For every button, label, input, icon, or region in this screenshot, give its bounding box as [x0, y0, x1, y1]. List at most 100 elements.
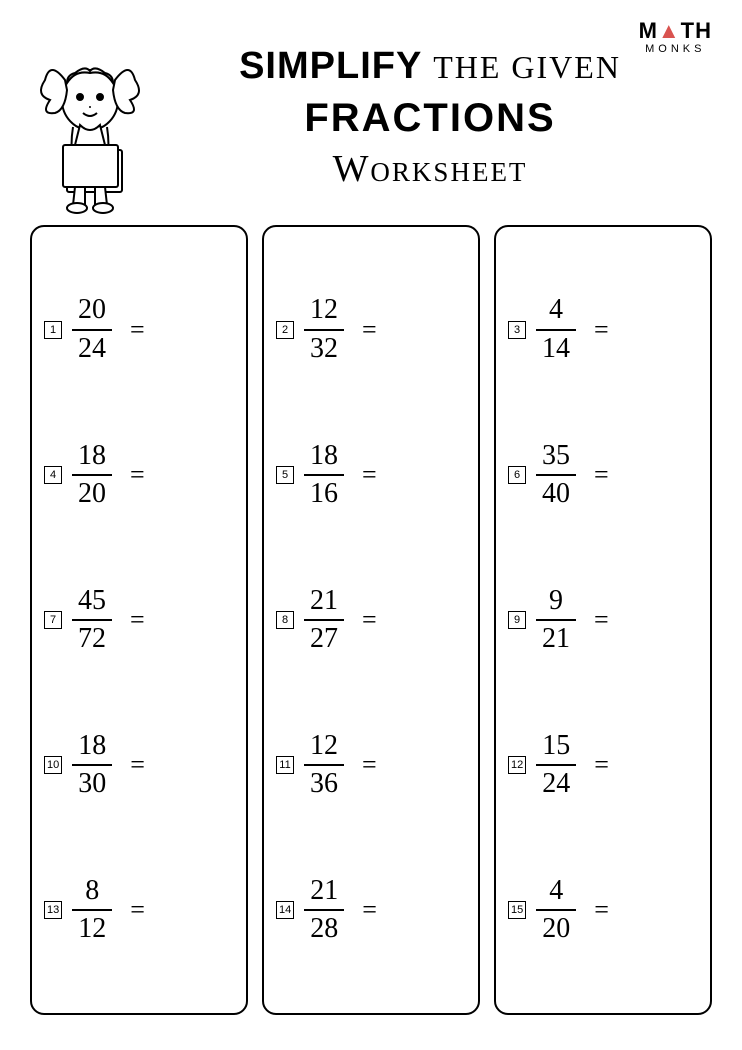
- denominator: 12: [72, 909, 112, 945]
- fraction: 2127: [304, 585, 344, 655]
- numerator: 20: [72, 294, 112, 328]
- equals-sign: =: [362, 605, 377, 635]
- logo-m: M: [639, 18, 658, 43]
- fraction: 414: [536, 294, 576, 364]
- worksheet-title: SIMPLIFY THE GIVEN FRACTIONS Worksheet: [160, 45, 700, 191]
- column-1: 12024= 41820= 74572= 101830= 13812=: [30, 225, 248, 1015]
- problem-number: 4: [44, 466, 62, 484]
- problem-number: 2: [276, 321, 294, 339]
- numerator: 9: [543, 585, 569, 619]
- numerator: 15: [536, 730, 576, 764]
- title-line-1: SIMPLIFY THE GIVEN: [160, 45, 700, 88]
- equals-sign: =: [594, 895, 609, 925]
- problem: 2 1232 =: [276, 294, 466, 364]
- equals-sign: =: [362, 750, 377, 780]
- denominator: 36: [304, 764, 344, 800]
- problem-number: 10: [44, 756, 62, 774]
- girl-illustration: [25, 45, 155, 215]
- equals-sign: =: [130, 895, 145, 925]
- denominator: 24: [536, 764, 576, 800]
- problem: 13 812 =: [44, 875, 234, 945]
- problem-number: 9: [508, 611, 526, 629]
- numerator: 18: [304, 440, 344, 474]
- equals-sign: =: [130, 750, 145, 780]
- denominator: 30: [72, 764, 112, 800]
- problem: 9921=: [508, 585, 698, 655]
- numerator: 12: [304, 294, 344, 328]
- fraction: 2128: [304, 875, 344, 945]
- problem-number: 13: [44, 901, 62, 919]
- fraction: 1236: [304, 730, 344, 800]
- title-simplify: SIMPLIFY: [239, 45, 422, 87]
- fraction: 812: [72, 875, 112, 945]
- equals-sign: =: [594, 460, 609, 490]
- numerator: 18: [72, 730, 112, 764]
- numerator: 35: [536, 440, 576, 474]
- denominator: 20: [536, 909, 576, 945]
- problem-number: 5: [276, 466, 294, 484]
- problem: 12 1524 =: [508, 730, 698, 800]
- denominator: 72: [72, 619, 112, 655]
- problem-number: 12: [508, 756, 526, 774]
- problem: 74572=: [44, 585, 234, 655]
- numerator: 18: [72, 440, 112, 474]
- denominator: 16: [304, 474, 344, 510]
- problem: 5 1816 =: [276, 440, 466, 510]
- equals-sign: =: [362, 895, 377, 925]
- logo-triangle-icon: ▲: [658, 20, 681, 42]
- problem: 3414=: [508, 294, 698, 364]
- problem-number: 6: [508, 466, 526, 484]
- fraction: 3540: [536, 440, 576, 510]
- equals-sign: =: [594, 605, 609, 635]
- denominator: 20: [72, 474, 112, 510]
- problem-number: 15: [508, 901, 526, 919]
- numerator: 12: [304, 730, 344, 764]
- problem-columns: 12024= 41820= 74572= 101830= 13812= 2123…: [30, 225, 712, 1015]
- fraction: 1830: [72, 730, 112, 800]
- denominator: 21: [536, 619, 576, 655]
- numerator: 4: [543, 875, 569, 909]
- equals-sign: =: [594, 750, 609, 780]
- logo-top: M▲TH: [639, 20, 712, 42]
- fraction: 1232: [304, 294, 344, 364]
- denominator: 40: [536, 474, 576, 510]
- numerator: 21: [304, 585, 344, 619]
- fraction: 4572: [72, 585, 112, 655]
- fraction: 1524: [536, 730, 576, 800]
- numerator: 45: [72, 585, 112, 619]
- problem: 142128=: [276, 875, 466, 945]
- column-3: 3414= 63540= 9921= 121524= 15420=: [494, 225, 712, 1015]
- equals-sign: =: [130, 460, 145, 490]
- denominator: 27: [304, 619, 344, 655]
- problem: 8 2127 =: [276, 585, 466, 655]
- denominator: 24: [72, 329, 112, 365]
- equals-sign: =: [130, 605, 145, 635]
- equals-sign: =: [362, 460, 377, 490]
- equals-sign: =: [362, 315, 377, 345]
- equals-sign: =: [130, 315, 145, 345]
- problem: 11 1236 =: [276, 730, 466, 800]
- fraction: 921: [536, 585, 576, 655]
- denominator: 32: [304, 329, 344, 365]
- problem: 10 1830 =: [44, 730, 234, 800]
- equals-sign: =: [594, 315, 609, 345]
- problem: 4 1820 =: [44, 440, 234, 510]
- problem-number: 1: [44, 321, 62, 339]
- fraction: 420: [536, 875, 576, 945]
- fraction: 2024: [72, 294, 112, 364]
- problem: 1 2024 =: [44, 294, 234, 364]
- title-given: THE GIVEN: [433, 49, 621, 85]
- numerator: 4: [543, 294, 569, 328]
- denominator: 14: [536, 329, 576, 365]
- problem-number: 8: [276, 611, 294, 629]
- problem-number: 3: [508, 321, 526, 339]
- problem: 6 3540 =: [508, 440, 698, 510]
- title-fractions: FRACTIONS: [160, 96, 700, 141]
- problem: 15 420 =: [508, 875, 698, 945]
- title-worksheet: Worksheet: [160, 147, 700, 191]
- fraction: 1816: [304, 440, 344, 510]
- problem-number: 11: [276, 756, 294, 774]
- logo-th: TH: [681, 18, 712, 43]
- numerator: 21: [304, 875, 344, 909]
- fraction: 1820: [72, 440, 112, 510]
